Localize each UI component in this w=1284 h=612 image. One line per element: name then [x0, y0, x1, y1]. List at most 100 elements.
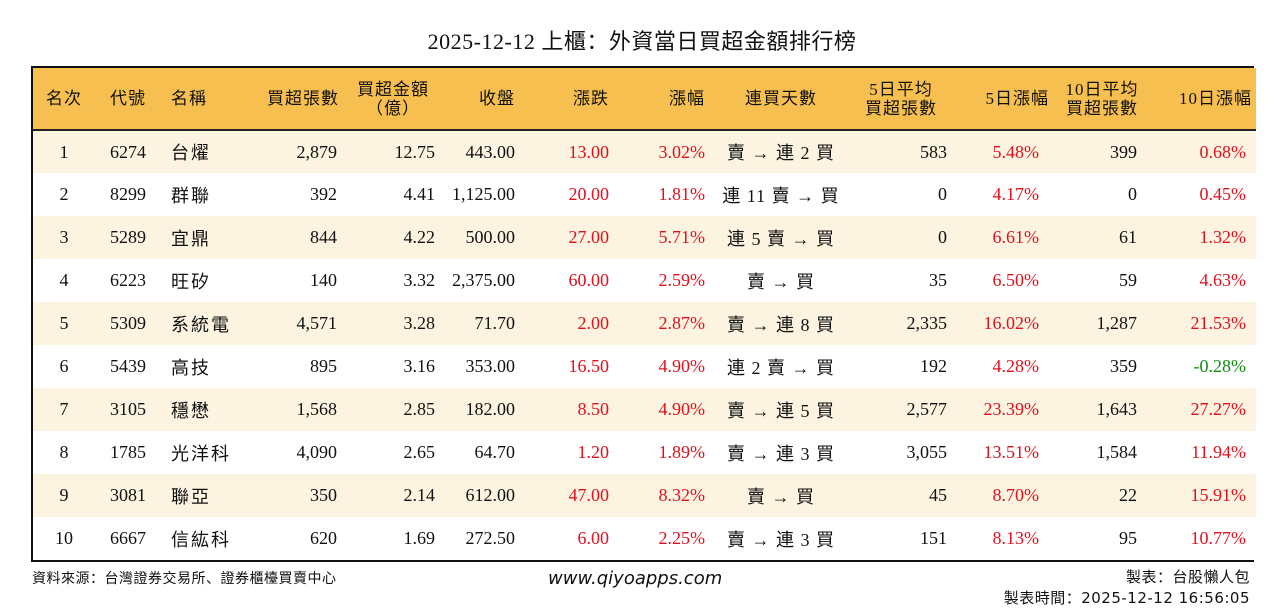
cell-rank: 7: [59, 399, 69, 419]
cell-net-buy-amount: 3.28: [403, 313, 436, 333]
maker-label: 製表：台股懶人包: [1125, 568, 1250, 586]
cell-streak: 賣 → 連 3 買: [727, 443, 835, 464]
cell-change-pct: 8.32%: [658, 485, 706, 505]
cell-name: 台燿: [171, 143, 211, 163]
cell-net-buy-lots: 2,879: [296, 141, 338, 162]
cell-change-pct: 4.90%: [658, 356, 706, 376]
cell-chg5-pct: 6.50%: [992, 270, 1040, 290]
cell-change-pct: 2.25%: [658, 528, 706, 548]
cell-change: 2.00: [577, 313, 610, 333]
col-header-chg10: 10日漲幅: [1179, 89, 1252, 108]
cell-change: 27.00: [568, 227, 610, 247]
cell-net-buy-amount: 2.14: [403, 485, 436, 505]
cell-change: 60.00: [568, 270, 610, 290]
made-time: 製表時間：2025-12-12 16:56:05: [1003, 589, 1250, 607]
cell-change-pct: 2.87%: [658, 313, 706, 333]
cell-close: 272.50: [465, 528, 516, 548]
cell-net-buy-amount: 1.69: [403, 528, 436, 548]
cell-code: 1785: [110, 442, 146, 462]
cell-rank: 2: [59, 184, 69, 204]
cell-net-buy-lots: 4,090: [296, 442, 338, 462]
col-header-streak: 連買天數: [745, 89, 817, 108]
cell-avg10-lots: 1,584: [1096, 442, 1138, 462]
cell-rank: 5: [59, 313, 69, 333]
cell-chg5-pct: 4.17%: [992, 184, 1040, 204]
cell-avg10-lots: 59: [1119, 270, 1137, 290]
cell-rank: 3: [59, 227, 69, 247]
cell-net-buy-lots: 1,568: [296, 399, 338, 419]
cell-change-pct: 4.90%: [658, 399, 706, 419]
cell-avg10-lots: 0: [1128, 184, 1137, 204]
cell-code: 8299: [110, 184, 146, 204]
cell-close: 612.00: [465, 485, 516, 505]
cell-close: 64.70: [474, 442, 516, 462]
cell-net-buy-lots: 392: [310, 184, 337, 204]
cell-avg10-lots: 399: [1110, 141, 1137, 162]
cell-code: 5439: [110, 356, 146, 376]
cell-name: 穩懋: [171, 400, 211, 421]
cell-chg5-pct: 4.28%: [992, 356, 1040, 376]
cell-name: 宜鼎: [171, 228, 211, 249]
cell-streak: 連 2 賣 → 買: [727, 357, 835, 378]
cell-chg10-pct: -0.28%: [1193, 356, 1247, 376]
cell-change-pct: 2.59%: [658, 270, 706, 290]
cell-name: 系統電: [171, 314, 231, 335]
cell-change: 8.50: [577, 399, 610, 419]
col-header-avg5-line2: 買超張數: [865, 98, 937, 118]
cell-code: 5309: [110, 313, 146, 333]
cell-chg5-pct: 16.02%: [983, 313, 1040, 333]
cell-chg10-pct: 27.27%: [1190, 399, 1247, 419]
cell-chg10-pct: 0.45%: [1199, 184, 1247, 204]
cell-avg10-lots: 1,643: [1096, 399, 1138, 419]
col-header-avg5: 5日平均 買超張數: [849, 68, 953, 130]
cell-avg10-lots: 95: [1119, 528, 1137, 548]
cell-streak: 連 11 賣 → 買: [722, 185, 840, 206]
cell-avg10-lots: 359: [1110, 356, 1137, 376]
cell-avg5-lots: 2,335: [906, 313, 948, 333]
website-url[interactable]: www.qiyoapps.com: [548, 568, 723, 589]
cell-code: 3105: [110, 399, 146, 419]
cell-net-buy-lots: 844: [310, 227, 337, 247]
table-row: 2 8299 群聯 392 4.41 1,125.00 20.00 1.81% 連 11 賣 →…: [33, 173, 1256, 216]
table-row: 10 6667 信紘科 620 1.69 272.50 6.00 2.25% 賣 → 連 3 買…: [33, 517, 1256, 560]
col-header-change: 漲跌: [573, 89, 609, 108]
cell-chg5-pct: 6.61%: [992, 227, 1040, 247]
cell-code: 6667: [110, 528, 146, 548]
cell-avg5-lots: 3,055: [906, 442, 948, 462]
col-header-avg5-line1: 5日平均: [869, 79, 933, 99]
cell-chg10-pct: 15.91%: [1190, 485, 1247, 505]
cell-change-pct: 5.71%: [658, 227, 706, 247]
col-header-avg10-line2: 買超張數: [1066, 98, 1138, 118]
cell-code: 6223: [110, 270, 146, 290]
cell-streak: 賣 → 連 5 買: [727, 400, 835, 421]
cell-change: 13.00: [568, 141, 610, 162]
cell-close: 1,125.00: [452, 184, 515, 204]
cell-code: 5289: [110, 227, 146, 247]
cell-rank: 1: [59, 141, 69, 162]
table-row: 7 3105 穩懋 1,568 2.85 182.00 8.50 4.90% 賣 → 連 5 買…: [33, 388, 1256, 431]
cell-rank: 9: [59, 485, 69, 505]
cell-rank: 8: [59, 442, 69, 462]
cell-chg5-pct: 8.70%: [992, 485, 1040, 505]
cell-change: 16.50: [568, 356, 610, 376]
cell-net-buy-amount: 3.16: [403, 356, 436, 376]
table-row: 9 3081 聯亞 350 2.14 612.00 47.00 8.32% 賣 → 買 45 8.7…: [33, 474, 1256, 517]
cell-name: 旺矽: [171, 271, 211, 292]
cell-change: 47.00: [568, 485, 610, 505]
cell-change: 1.20: [577, 442, 610, 462]
cell-streak: 連 5 賣 → 買: [727, 228, 835, 249]
table-row: 3 5289 宜鼎 844 4.22 500.00 27.00 5.71% 連 5 賣 → 買 0…: [33, 216, 1256, 259]
page-title: 2025-12-12 上櫃：外資當日買超金額排行榜: [427, 29, 857, 54]
cell-net-buy-lots: 350: [310, 485, 337, 505]
cell-chg5-pct: 23.39%: [983, 399, 1040, 419]
cell-chg10-pct: 10.77%: [1190, 528, 1247, 548]
cell-change-pct: 3.02%: [658, 141, 706, 162]
cell-net-buy-lots: 140: [310, 270, 337, 290]
cell-net-buy-amount: 2.85: [403, 399, 436, 419]
cell-name: 群聯: [171, 185, 211, 206]
cell-close: 71.70: [474, 313, 516, 333]
col-header-name: 名稱: [171, 89, 207, 108]
table-row: 6 5439 高技 895 3.16 353.00 16.50 4.90% 連 2 賣 → 買 1…: [33, 345, 1256, 388]
cell-avg10-lots: 22: [1119, 485, 1137, 505]
cell-chg10-pct: 1.32%: [1199, 227, 1247, 247]
